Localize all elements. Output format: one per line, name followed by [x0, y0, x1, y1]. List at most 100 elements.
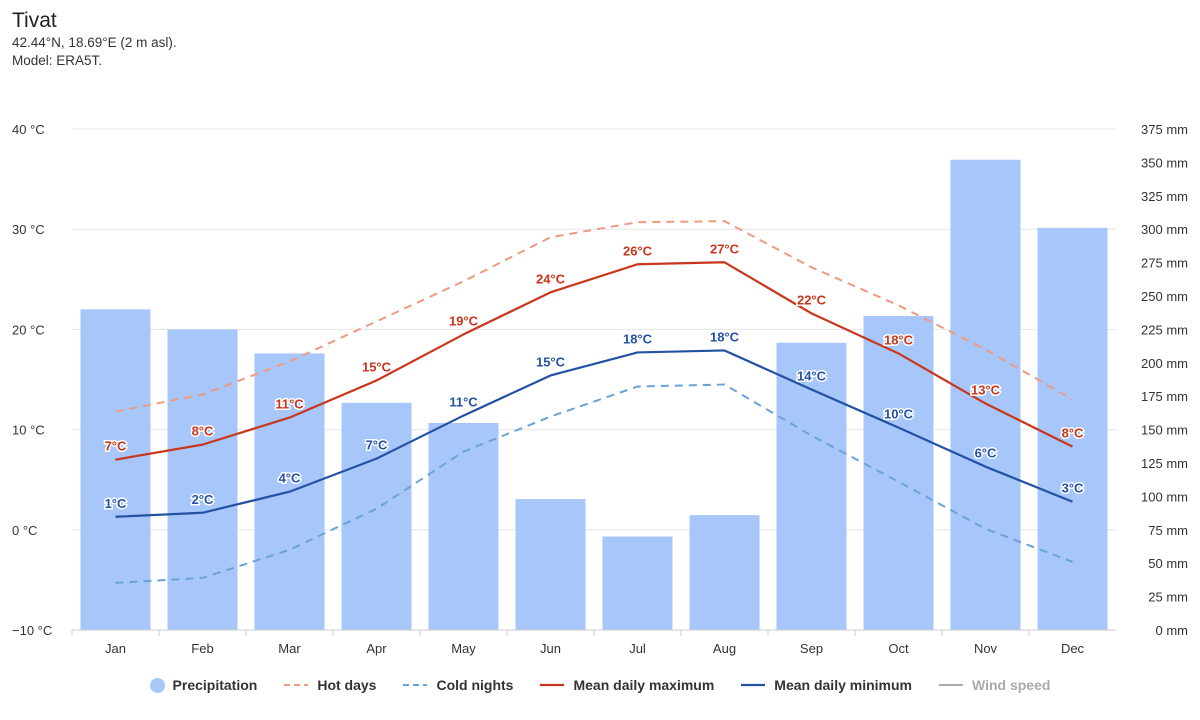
y-right-tick-label: 350 mm: [1141, 155, 1188, 170]
mean-max-data-label: 11°C: [275, 397, 304, 412]
legend-item-mean-min[interactable]: Mean daily minimum: [740, 677, 912, 693]
y-right-tick-label: 100 mm: [1141, 489, 1188, 504]
legend-item-mean-max[interactable]: Mean daily maximum: [539, 677, 714, 693]
legend-item-cold-nights[interactable]: Cold nights: [402, 677, 513, 693]
chart-header: Tivat 42.44°N, 18.69°E (2 m asl). Model:…: [12, 8, 177, 70]
precipitation-bar: [341, 402, 412, 630]
legend: Precipitation Hot days Cold nights Mean …: [0, 677, 1200, 693]
x-tick-label: Jul: [629, 641, 646, 656]
mean-max-data-label: 26°C: [623, 243, 653, 258]
x-tick-label: Dec: [1061, 641, 1085, 656]
legend-item-precipitation[interactable]: Precipitation: [149, 677, 258, 693]
mean-min-data-label: 15°C: [536, 354, 566, 369]
mean-max-data-label: 15°C: [362, 360, 392, 375]
mean-max-data-label: 27°C: [710, 241, 740, 256]
x-tick-label: Jan: [105, 641, 126, 656]
location-text: 42.44°N, 18.69°E (2 m asl).: [12, 35, 177, 50]
mean-max-data-label: 18°C: [884, 332, 914, 347]
mean-min-data-label: 18°C: [710, 329, 740, 344]
precipitation-bar: [863, 316, 934, 630]
mean-min-data-label: 11°C: [449, 395, 478, 410]
cold-nights-swatch: [403, 684, 428, 686]
y-right-tick-label: 0 mm: [1156, 623, 1189, 638]
mean-max-data-label: 19°C: [449, 313, 479, 328]
wind-speed-swatch: [939, 684, 963, 686]
mean-min-data-label: 3°C: [1062, 481, 1084, 496]
y-right-tick-label: 200 mm: [1141, 356, 1188, 371]
legend-label-mean-min: Mean daily minimum: [774, 677, 912, 693]
mean-min-data-label: 1°C: [105, 496, 127, 511]
mean-max-swatch: [540, 683, 565, 687]
y-right-tick-label: 50 mm: [1148, 556, 1188, 571]
mean-min-data-label: 7°C: [366, 438, 388, 453]
mean-min-line: [115, 349, 1073, 518]
y-right-tick-label: 125 mm: [1141, 456, 1188, 471]
y-left-tick-label: 10 °C: [12, 423, 45, 438]
y-left-tick-label: 30 °C: [12, 222, 45, 237]
legend-item-wind-speed[interactable]: Wind speed: [938, 677, 1050, 693]
y-right-tick-label: 275 mm: [1141, 256, 1188, 271]
precipitation-bar: [428, 422, 499, 630]
precipitation-bar: [689, 515, 760, 630]
precipitation-bar: [950, 159, 1021, 630]
mean-max-line: [115, 261, 1073, 461]
y-right-tick-label: 250 mm: [1141, 289, 1188, 304]
y-left-tick-label: 40 °C: [12, 122, 45, 137]
y-right-tick-label: 300 mm: [1141, 222, 1188, 237]
x-tick-label: May: [451, 641, 476, 656]
y-left-tick-label: 20 °C: [12, 322, 45, 337]
mean-min-data-label: 10°C: [884, 407, 914, 422]
precipitation-bar: [515, 499, 586, 630]
x-tick-label: Mar: [278, 641, 301, 656]
mean-max-data-label: 24°C: [536, 271, 566, 286]
y-right-tick-label: 75 mm: [1148, 523, 1188, 538]
mean-max-data-label: 22°C: [797, 292, 827, 307]
mean-min-labels: 1°C 2°C 4°C 7°C 11°C 15°C 18°C 18°C 14°C 10°C 6°C 3…: [103, 328, 1085, 512]
cold-nights-line: [115, 383, 1073, 584]
legend-label-wind-speed: Wind speed: [972, 677, 1051, 693]
mean-min-data-label: 2°C: [192, 492, 214, 507]
y-right-tick-label: 25 mm: [1148, 590, 1188, 605]
y-right-tick-label: 375 mm: [1141, 122, 1188, 137]
precipitation-bar: [602, 536, 673, 630]
precipitation-bar: [80, 309, 151, 630]
y-left-tick-label: −10 °C: [12, 623, 52, 638]
chart-title: Tivat: [12, 9, 57, 32]
precipitation-bar: [167, 329, 238, 630]
x-tick-label: Aug: [713, 641, 736, 656]
mean-min-data-label: 14°C: [797, 369, 827, 384]
legend-item-hot-days[interactable]: Hot days: [283, 677, 376, 693]
x-tick-label: Feb: [191, 641, 213, 656]
y-right-tick-label: 175 mm: [1141, 389, 1188, 404]
precipitation-swatch: [149, 677, 165, 693]
mean-max-data-label: 13°C: [971, 383, 1001, 398]
mean-min-data-label: 18°C: [623, 331, 653, 346]
model-text: Model: ERA5T.: [12, 53, 103, 68]
x-tick-label: Oct: [888, 641, 909, 656]
y-right-tick-label: 225 mm: [1141, 322, 1188, 337]
mean-max-data-label: 8°C: [1062, 426, 1084, 441]
y-right-tick-label: 325 mm: [1141, 189, 1188, 204]
hot-days-swatch: [284, 684, 309, 686]
legend-label-cold-nights: Cold nights: [436, 677, 514, 693]
mean-max-data-label: 7°C: [105, 439, 127, 454]
mean-min-data-label: 4°C: [279, 471, 301, 486]
precipitation-bar: [776, 342, 847, 630]
y-left-tick-label: 0 °C: [12, 523, 37, 538]
mean-max-data-label: 8°C: [192, 424, 214, 439]
x-tick-label: Sep: [800, 641, 823, 656]
legend-label-precipitation: Precipitation: [172, 677, 258, 693]
legend-label-mean-max: Mean daily maximum: [573, 677, 715, 693]
precipitation-bars: [80, 159, 1108, 630]
hot-days-line: [115, 220, 1073, 413]
precipitation-bar: [1037, 227, 1108, 630]
mean-min-swatch: [741, 683, 766, 687]
mean-max-labels: 7°C 8°C 11°C 15°C 19°C 24°C 26°C 27°C 22°C 18°C 13…: [103, 240, 1085, 455]
legend-label-hot-days: Hot days: [317, 677, 377, 693]
y-right-tick-label: 150 mm: [1141, 423, 1188, 438]
x-tick-label: Nov: [974, 641, 998, 656]
mean-min-data-label: 6°C: [975, 446, 997, 461]
x-tick-label: Apr: [366, 641, 387, 656]
x-tick-label: Jun: [540, 641, 561, 656]
